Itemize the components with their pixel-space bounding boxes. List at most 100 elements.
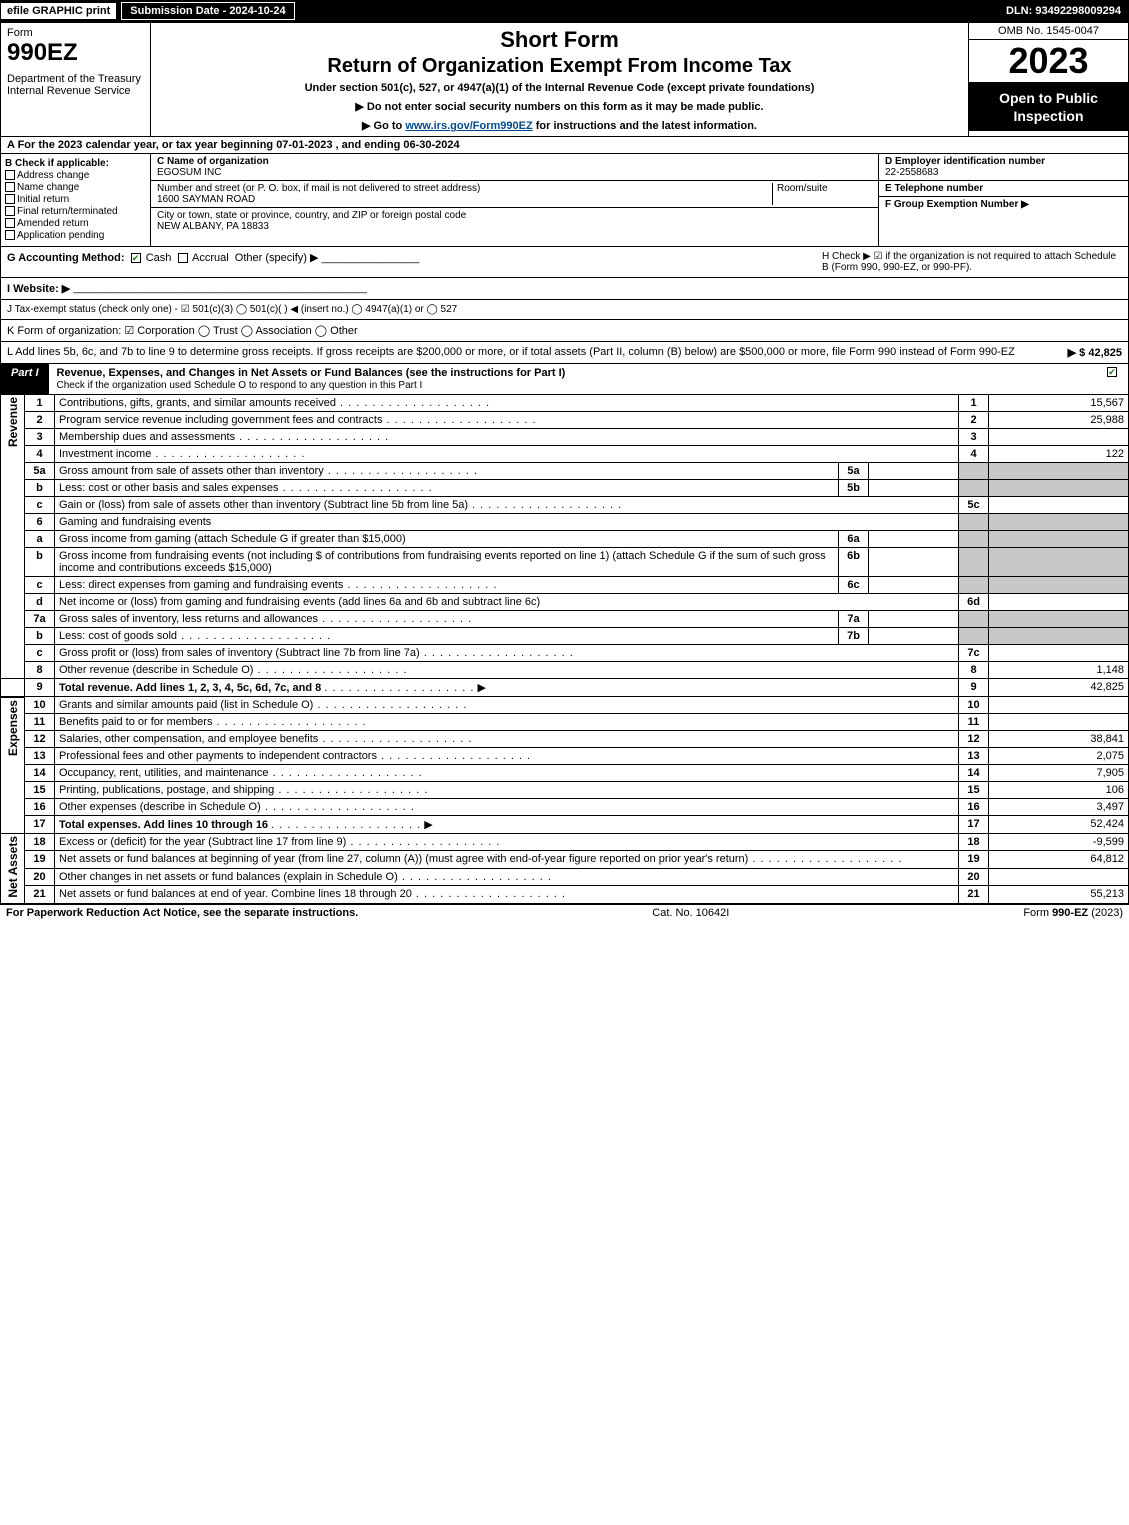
line-4: 4Investment income4122 — [1, 446, 1129, 463]
part-1-header: Part I Revenue, Expenses, and Changes in… — [0, 364, 1129, 395]
line-18: Net Assets 18Excess or (deficit) for the… — [1, 834, 1129, 851]
org-city-row: City or town, state or province, country… — [151, 208, 878, 234]
city-value: NEW ALBANY, PA 18833 — [157, 221, 269, 232]
cb-final-return[interactable]: Final return/terminated — [5, 206, 146, 217]
line-6d: dNet income or (loss) from gaming and fu… — [1, 594, 1129, 611]
line-21: 21Net assets or fund balances at end of … — [1, 886, 1129, 903]
part-1-label: Part I — [1, 364, 49, 394]
cb-application-pending[interactable]: Application pending — [5, 230, 146, 241]
info-row-bc-def: B Check if applicable: Address change Na… — [0, 154, 1129, 247]
footer-form-ref: Form 990-EZ (2023) — [1023, 907, 1123, 919]
line-12: 12Salaries, other compensation, and empl… — [1, 731, 1129, 748]
section-g-h: G Accounting Method: Cash Accrual Other … — [0, 247, 1129, 278]
line-14: 14Occupancy, rent, utilities, and mainte… — [1, 765, 1129, 782]
accounting-other: Other (specify) ▶ — [235, 252, 319, 264]
goto-post: for instructions and the latest informat… — [533, 120, 757, 132]
goto-pre: ▶ Go to — [362, 120, 405, 132]
section-l-amount: ▶ $ 42,825 — [1068, 346, 1122, 359]
section-h: H Check ▶ ☑ if the organization is not r… — [822, 251, 1122, 273]
department: Department of the Treasury Internal Reve… — [7, 73, 144, 97]
efile-print-button[interactable]: efile GRAPHIC print — [0, 2, 117, 20]
top-bar: efile GRAPHIC print Submission Date - 20… — [0, 0, 1129, 22]
form-header: Form 990EZ Department of the Treasury In… — [0, 22, 1129, 137]
line-15: 15Printing, publications, postage, and s… — [1, 782, 1129, 799]
header-left: Form 990EZ Department of the Treasury In… — [1, 23, 151, 136]
section-l-text: L Add lines 5b, 6c, and 7b to line 9 to … — [7, 346, 1068, 359]
net-assets-section-label: Net Assets — [6, 836, 20, 898]
ein-row: D Employer identification number 22-2558… — [879, 154, 1128, 181]
form-number: 990EZ — [7, 39, 144, 67]
line-6c: cLess: direct expenses from gaming and f… — [1, 577, 1129, 594]
dln-number: DLN: 93492298009294 — [998, 3, 1129, 19]
org-addr-row: Number and street (or P. O. box, if mail… — [151, 181, 878, 208]
cb-accrual[interactable] — [178, 253, 188, 263]
section-l: L Add lines 5b, 6c, and 7b to line 9 to … — [0, 342, 1129, 364]
line-5a: 5aGross amount from sale of assets other… — [1, 463, 1129, 480]
section-c: C Name of organization EGOSUM INC Number… — [151, 154, 878, 246]
line-2: 2Program service revenue including gover… — [1, 412, 1129, 429]
line-17: 17Total expenses. Add lines 10 through 1… — [1, 816, 1129, 834]
org-name-row: C Name of organization EGOSUM INC — [151, 154, 878, 181]
org-name-label: C Name of organization — [157, 156, 269, 167]
addr-label: Number and street (or P. O. box, if mail… — [157, 183, 480, 194]
tax-year: 2023 — [969, 40, 1128, 83]
tel-label: E Telephone number — [885, 183, 983, 194]
addr-value: 1600 SAYMAN ROAD — [157, 194, 255, 205]
room-label: Room/suite — [777, 183, 828, 194]
tel-row: E Telephone number — [879, 181, 1128, 197]
ein-value: 22-2558683 — [885, 167, 938, 178]
title-short-form: Short Form — [159, 27, 960, 53]
omb-number: OMB No. 1545-0047 — [969, 23, 1128, 40]
footer-cat-no: Cat. No. 10642I — [652, 907, 729, 919]
submission-date: Submission Date - 2024-10-24 — [121, 2, 294, 20]
line-19: 19Net assets or fund balances at beginni… — [1, 851, 1129, 868]
title-return: Return of Organization Exempt From Incom… — [159, 55, 960, 78]
part-1-sub: Check if the organization used Schedule … — [57, 380, 423, 391]
line-8: 8Other revenue (describe in Schedule O)8… — [1, 662, 1129, 679]
part-1-title: Revenue, Expenses, and Changes in Net As… — [49, 364, 1098, 394]
section-i: I Website: ▶ ___________________________… — [0, 278, 1129, 300]
city-label: City or town, state or province, country… — [157, 210, 466, 221]
cb-address-change[interactable]: Address change — [5, 170, 146, 181]
open-to-public: Open to Public Inspection — [969, 83, 1128, 131]
line-9: 9Total revenue. Add lines 1, 2, 3, 4, 5c… — [1, 679, 1129, 697]
subtitle-section: Under section 501(c), 527, or 4947(a)(1)… — [159, 82, 960, 94]
line-10: Expenses 10Grants and similar amounts pa… — [1, 697, 1129, 714]
ein-label: D Employer identification number — [885, 156, 1045, 167]
header-center: Short Form Return of Organization Exempt… — [151, 23, 968, 136]
revenue-section-label: Revenue — [6, 397, 20, 447]
line-7b: bLess: cost of goods sold7b — [1, 628, 1129, 645]
part-1-checkbox[interactable] — [1098, 364, 1128, 394]
subtitle-ssn-warning: ▶ Do not enter social security numbers o… — [159, 100, 960, 113]
section-k: K Form of organization: ☑ Corporation ◯ … — [0, 320, 1129, 342]
expenses-section-label: Expenses — [6, 700, 20, 756]
line-11: 11Benefits paid to or for members11 — [1, 714, 1129, 731]
section-j: J Tax-exempt status (check only one) - ☑… — [0, 300, 1129, 320]
cb-amended-return[interactable]: Amended return — [5, 218, 146, 229]
form-word: Form — [7, 27, 144, 39]
section-def: D Employer identification number 22-2558… — [878, 154, 1128, 246]
line-1: Revenue 1Contributions, gifts, grants, a… — [1, 395, 1129, 412]
section-b: B Check if applicable: Address change Na… — [1, 154, 151, 246]
cb-initial-return[interactable]: Initial return — [5, 194, 146, 205]
line-7c: cGross profit or (loss) from sales of in… — [1, 645, 1129, 662]
footer-paperwork: For Paperwork Reduction Act Notice, see … — [6, 907, 358, 919]
line-6a: aGross income from gaming (attach Schedu… — [1, 531, 1129, 548]
group-exemption-label: F Group Exemption Number ▶ — [885, 199, 1029, 210]
line-5c: cGain or (loss) from sale of assets othe… — [1, 497, 1129, 514]
line-20: 20Other changes in net assets or fund ba… — [1, 868, 1129, 885]
header-right: OMB No. 1545-0047 2023 Open to Public In… — [968, 23, 1128, 136]
cb-cash[interactable] — [131, 253, 141, 263]
line-6b: bGross income from fundraising events (n… — [1, 548, 1129, 577]
line-6: 6Gaming and fundraising events — [1, 514, 1129, 531]
line-7a: 7aGross sales of inventory, less returns… — [1, 611, 1129, 628]
irs-link[interactable]: www.irs.gov/Form990EZ — [405, 120, 532, 132]
line-5b: bLess: cost or other basis and sales exp… — [1, 480, 1129, 497]
line-13: 13Professional fees and other payments t… — [1, 748, 1129, 765]
subtitle-goto: ▶ Go to www.irs.gov/Form990EZ for instru… — [159, 119, 960, 132]
group-exemption-row: F Group Exemption Number ▶ — [879, 197, 1128, 212]
lines-table: Revenue 1Contributions, gifts, grants, a… — [0, 395, 1129, 904]
line-16: 16Other expenses (describe in Schedule O… — [1, 799, 1129, 816]
section-a-tax-year: A For the 2023 calendar year, or tax yea… — [0, 137, 1129, 154]
cb-name-change[interactable]: Name change — [5, 182, 146, 193]
